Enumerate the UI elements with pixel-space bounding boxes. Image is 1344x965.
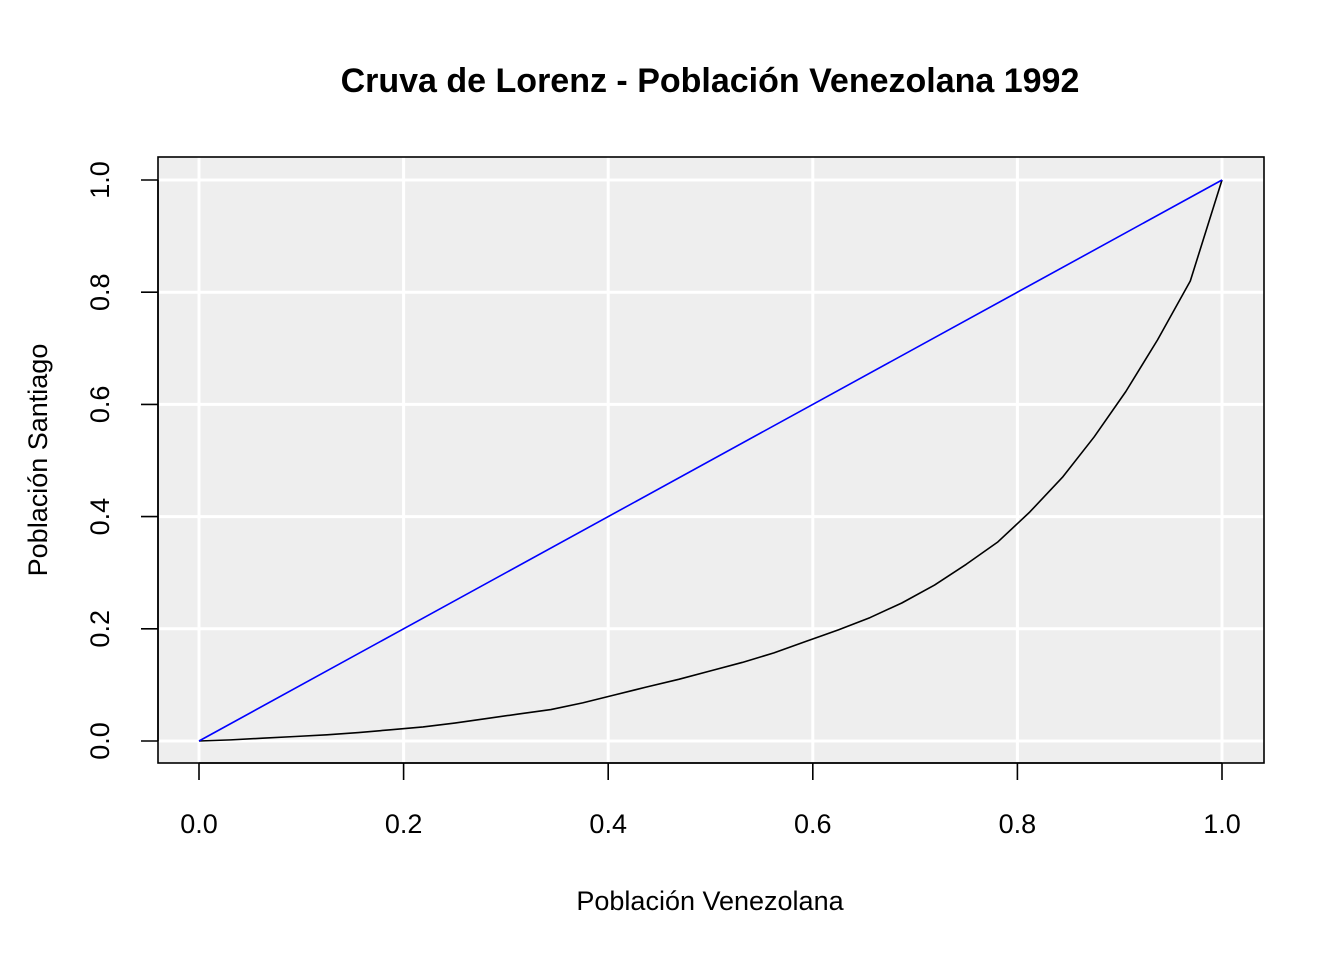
y-tick-label: 1.0 xyxy=(85,161,115,199)
y-axis-title: Población Santiago xyxy=(23,344,53,577)
x-tick-label: 0.2 xyxy=(385,809,423,839)
y-tick-label: 0.6 xyxy=(85,386,115,424)
y-tick-label: 0.2 xyxy=(85,610,115,648)
x-tick-label: 0.8 xyxy=(999,809,1037,839)
x-tick-label: 0.6 xyxy=(794,809,832,839)
series-group xyxy=(198,179,1223,742)
y-axis: 0.0 0.2 0.4 0.6 0.8 1.0 xyxy=(85,161,159,760)
x-axis: 0.0 0.2 0.4 0.6 0.8 1.0 xyxy=(180,762,1241,839)
chart-title: Cruva de Lorenz - Población Venezolana 1… xyxy=(341,62,1080,100)
y-tick-label: 0.8 xyxy=(85,273,115,311)
lorenz-curve-line xyxy=(198,179,1223,742)
x-tick-label: 0.4 xyxy=(589,809,627,839)
x-tick-label: 0.0 xyxy=(180,809,218,839)
grid-lines xyxy=(158,157,1264,763)
y-tick-label: 0.0 xyxy=(85,722,115,760)
x-tick-label: 1.0 xyxy=(1203,809,1241,839)
equality-line xyxy=(198,179,1223,742)
y-tick-label: 0.4 xyxy=(85,498,115,536)
x-axis-title: Población Venezolana xyxy=(576,886,844,916)
